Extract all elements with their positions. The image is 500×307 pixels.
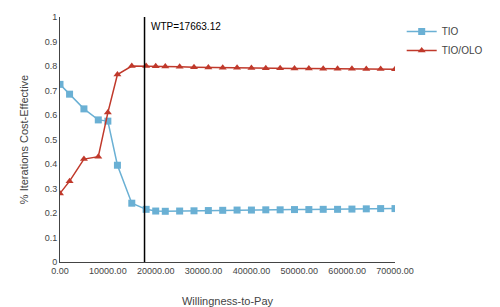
svg-text:30000.00: 30000.00	[185, 266, 223, 276]
svg-text:0: 0	[52, 257, 57, 267]
svg-text:0.1: 0.1	[45, 233, 58, 243]
svg-text:0.7: 0.7	[45, 86, 58, 96]
svg-text:70000.00: 70000.00	[376, 266, 414, 276]
svg-text:0.5: 0.5	[45, 135, 58, 145]
svg-text:0.6: 0.6	[45, 110, 58, 120]
svg-text:10000.00: 10000.00	[89, 266, 127, 276]
svg-text:0.2: 0.2	[45, 208, 58, 218]
svg-text:Willingness-to-Pay: Willingness-to-Pay	[182, 295, 274, 307]
svg-text:0.4: 0.4	[45, 159, 58, 169]
svg-text:% Iterations Cost-Effective: % Iterations Cost-Effective	[18, 75, 30, 204]
svg-text:1: 1	[52, 12, 57, 22]
svg-text:0.9: 0.9	[45, 37, 58, 47]
svg-text:20000.00: 20000.00	[137, 266, 175, 276]
svg-text:0.3: 0.3	[45, 184, 58, 194]
svg-text:0.8: 0.8	[45, 61, 58, 71]
svg-text:TIO: TIO	[442, 26, 459, 37]
svg-text:0.00: 0.00	[51, 266, 69, 276]
svg-text:WTP=17663.12: WTP=17663.12	[151, 21, 221, 32]
svg-text:60000.00: 60000.00	[328, 266, 366, 276]
svg-text:50000.00: 50000.00	[281, 266, 319, 276]
svg-text:40000.00: 40000.00	[233, 266, 271, 276]
svg-text:TIO/OLO: TIO/OLO	[442, 45, 483, 56]
